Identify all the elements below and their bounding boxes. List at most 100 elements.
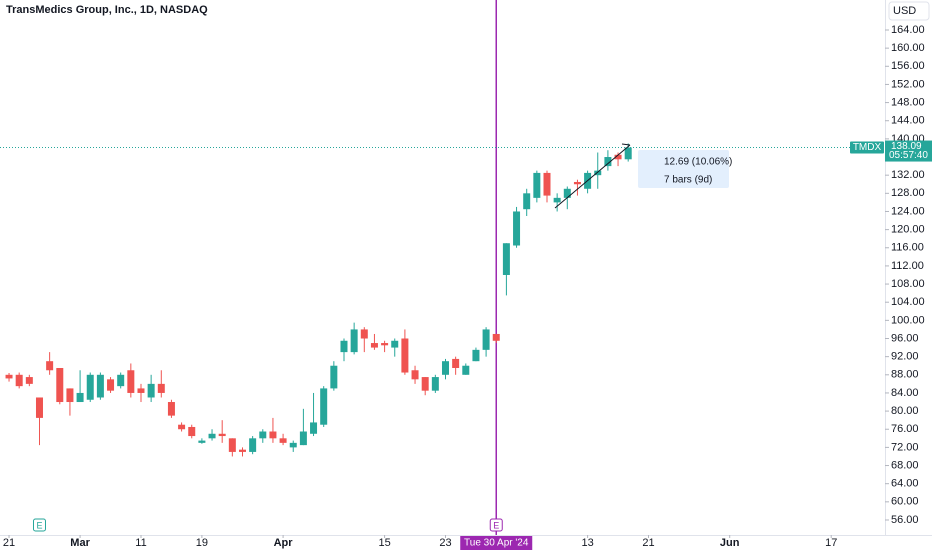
candle-body xyxy=(208,433,216,439)
candle-body xyxy=(86,374,94,400)
y-tick-label: 104.00 xyxy=(891,296,925,308)
candle-body xyxy=(46,361,54,371)
candle-body xyxy=(563,188,571,198)
candle-body xyxy=(178,424,186,430)
x-tick-label: 11 xyxy=(135,537,146,549)
candle-body xyxy=(472,349,480,362)
candle-body xyxy=(117,374,125,387)
y-tick-label: 64.00 xyxy=(891,478,919,490)
measure-change: 12.69 (10.06%) xyxy=(664,157,732,168)
candle-body xyxy=(5,374,13,379)
candle-body xyxy=(502,243,510,275)
candle-body xyxy=(523,193,531,210)
candle-body xyxy=(401,338,409,373)
candle-body xyxy=(310,422,318,434)
y-tick-label: 60.00 xyxy=(891,496,919,508)
candle-body xyxy=(624,147,632,160)
candle-body xyxy=(137,388,145,393)
x-tick-label: Apr xyxy=(274,537,294,549)
candle-body xyxy=(76,392,84,403)
y-tick-label: 148.00 xyxy=(891,96,925,108)
currency-button[interactable] xyxy=(888,1,930,21)
candle-body xyxy=(533,172,541,198)
y-tick-label: 56.00 xyxy=(891,514,919,526)
candle-body xyxy=(15,374,23,387)
candle-body xyxy=(147,383,155,398)
candle-body xyxy=(299,431,307,446)
y-tick-label: 152.00 xyxy=(891,78,925,90)
symbol-label-box xyxy=(850,141,884,154)
x-tick-label: 23 xyxy=(439,537,451,549)
y-tick-label: 80.00 xyxy=(891,405,919,417)
event-label[interactable]: E xyxy=(36,520,42,530)
x-tick-label: 15 xyxy=(378,537,390,549)
crosshair-label: Tue 30 Apr '24 xyxy=(464,538,529,549)
candle-body xyxy=(96,374,104,398)
crosshair-label-box xyxy=(460,536,533,550)
candle-body xyxy=(594,170,602,176)
y-tick-label: 116.00 xyxy=(891,242,924,254)
candle-body xyxy=(604,157,612,167)
candle-body xyxy=(198,440,206,443)
candle-body xyxy=(157,383,165,393)
candle-body xyxy=(249,438,257,452)
x-tick-label: 21 xyxy=(3,537,15,549)
currency[interactable]: USD xyxy=(893,5,916,17)
candle-body xyxy=(66,388,74,403)
y-tick-label: 124.00 xyxy=(891,205,925,217)
candle-body xyxy=(259,431,267,439)
candle-body xyxy=(431,377,439,391)
y-tick-label: 100.00 xyxy=(891,314,925,326)
candle-body xyxy=(350,329,358,353)
y-tick-label: 160.00 xyxy=(891,42,925,54)
x-tick-label: 17 xyxy=(825,537,837,549)
y-tick-label: 108.00 xyxy=(891,278,925,290)
candle-body xyxy=(411,370,419,380)
candle-body xyxy=(573,181,581,185)
y-tick-label: 112.00 xyxy=(891,260,924,272)
candle-body xyxy=(320,388,328,425)
symbol-label: TMDX xyxy=(853,142,882,153)
y-tick-label: 156.00 xyxy=(891,60,925,72)
candle-body xyxy=(421,377,429,391)
candle-body xyxy=(279,438,287,443)
x-tick-label: 21 xyxy=(642,537,654,549)
y-tick-label: 96.00 xyxy=(891,332,919,344)
candle-body xyxy=(188,426,196,437)
x-tick-label: Mar xyxy=(70,537,90,549)
y-tick-label: 132.00 xyxy=(891,169,925,181)
countdown: 05:57:40 xyxy=(889,150,928,161)
candle-body xyxy=(614,154,622,160)
y-tick-label: 128.00 xyxy=(891,187,925,199)
candle-body xyxy=(289,442,297,448)
y-tick-label: 88.00 xyxy=(891,369,919,381)
candle-body xyxy=(513,211,521,246)
candle-body xyxy=(543,172,551,196)
x-tick-label: Jun xyxy=(720,537,740,549)
y-tick-label: 120.00 xyxy=(891,224,925,236)
y-tick-label: 84.00 xyxy=(891,387,919,399)
candle-body xyxy=(107,379,115,391)
last-price-label: 138.09 xyxy=(891,141,922,152)
y-tick-label: 92.00 xyxy=(891,351,919,363)
y-tick-label: 68.00 xyxy=(891,459,919,471)
y-tick-label: 144.00 xyxy=(891,115,925,127)
event-label[interactable]: E xyxy=(493,520,499,530)
candle-body xyxy=(228,438,236,452)
last-price-box xyxy=(885,140,932,162)
x-tick-label: 19 xyxy=(196,537,208,549)
x-tick-label: 13 xyxy=(581,537,593,549)
candle-body xyxy=(391,340,399,348)
measure-box xyxy=(638,150,729,188)
candle-body xyxy=(238,449,246,452)
y-tick-label: 72.00 xyxy=(891,441,919,453)
measure-line xyxy=(554,144,631,209)
candle-body xyxy=(330,365,338,389)
event-marker[interactable] xyxy=(32,518,46,532)
candle-body xyxy=(381,343,389,346)
candle-body xyxy=(25,377,33,384)
event-marker[interactable] xyxy=(489,518,503,532)
candle-body xyxy=(452,358,460,368)
chart-title: TransMedics Group, Inc., 1D, NASDAQ xyxy=(6,4,208,16)
